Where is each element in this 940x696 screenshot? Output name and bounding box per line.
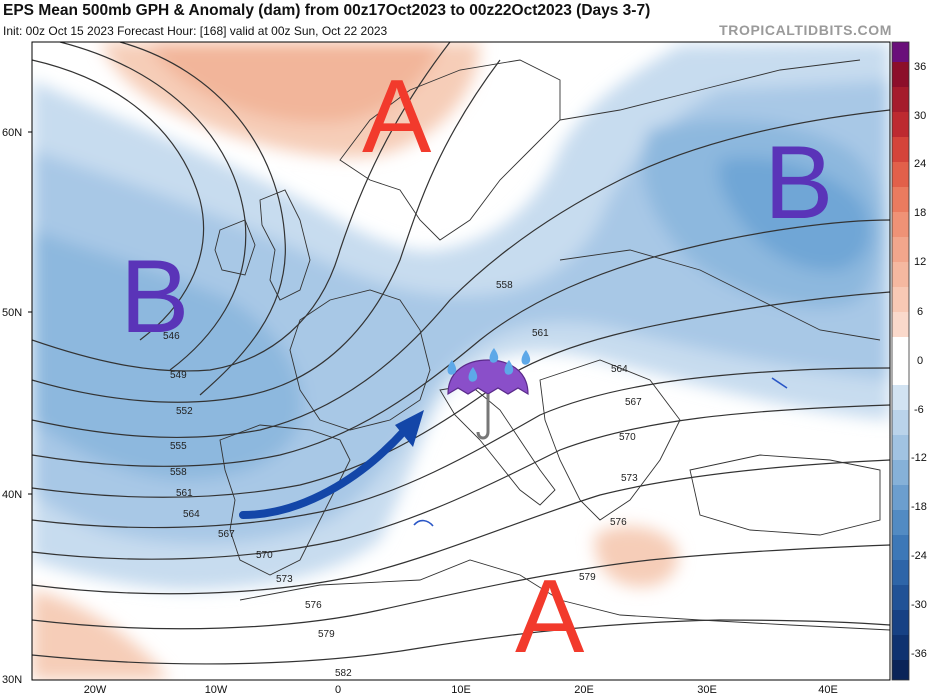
contour-label: 573: [621, 473, 638, 484]
lat-label: 50N: [2, 307, 22, 319]
colorbar-tick: 36: [914, 61, 926, 73]
lon-label: 40E: [818, 684, 838, 696]
colorbar-tick: 24: [914, 158, 926, 170]
contour-labels: 546 549 552 555 558 561 564 567 570 573 …: [163, 280, 642, 679]
height-contours: [32, 42, 890, 665]
contour-label: 579: [579, 572, 596, 583]
contour-label: 564: [183, 509, 200, 520]
high-pressure-label-north: A: [362, 59, 432, 175]
colorbar-tick: -18: [911, 501, 927, 513]
colorbar-tick: -6: [914, 404, 924, 416]
contour-label: 582: [335, 668, 352, 679]
lon-label: 20W: [84, 684, 107, 696]
anomaly-colorbar: [891, 41, 910, 681]
feature-squiggle: [771, 377, 788, 389]
colorbar-tick: 12: [914, 256, 926, 268]
contour-label: 546: [163, 331, 180, 342]
colorbar-tick: -36: [911, 648, 927, 660]
colorbar-tick: -12: [911, 452, 927, 464]
map-header: EPS Mean 500mb GPH & Anomaly (dam) from …: [0, 0, 940, 45]
contour-label: 570: [619, 432, 636, 443]
contour-label: 576: [610, 517, 627, 528]
map-subtitle: Init: 00z Oct 15 2023 Forecast Hour: [16…: [3, 24, 388, 38]
high-pressure-label-south: A: [515, 559, 585, 675]
contour-label: 558: [170, 467, 187, 478]
contour-label: 576: [305, 600, 322, 611]
contour-label: 549: [170, 370, 187, 381]
contour-label: 573: [276, 574, 293, 585]
colorbar-tick: 6: [917, 306, 923, 318]
lon-label: 10W: [205, 684, 228, 696]
colorbar-tick: -24: [911, 550, 927, 562]
colorbar-ticks: 36 30 24 18 12 6 0 -6 -12 -18 -24 -30 -3…: [911, 61, 927, 660]
contour-label: 555: [170, 441, 187, 452]
lon-label: 30E: [697, 684, 717, 696]
lat-label: 60N: [2, 127, 22, 139]
contour-label: 564: [611, 364, 628, 375]
lon-label: 10E: [451, 684, 471, 696]
contour-label: 561: [176, 488, 193, 499]
contour-label: 561: [532, 328, 549, 339]
contour-label: 567: [625, 397, 642, 408]
latitude-labels: 60N 50N 40N 30N: [2, 127, 32, 686]
lon-label: 20E: [574, 684, 594, 696]
lat-label: 40N: [2, 489, 22, 501]
low-pressure-label-west: B: [120, 239, 189, 355]
colorbar-tick: -30: [911, 599, 927, 611]
colorbar-tick: 0: [917, 355, 923, 367]
feature-squiggle: [413, 519, 434, 527]
contour-label: 579: [318, 629, 335, 640]
curved-arrow-icon: [239, 410, 424, 519]
lat-label: 30N: [2, 674, 22, 686]
coastlines: [214, 59, 890, 631]
brand-watermark: TROPICALTIDBITS.COM: [719, 22, 892, 38]
colorbar-tick: 18: [914, 207, 926, 219]
map-title: EPS Mean 500mb GPH & Anomaly (dam) from …: [3, 2, 651, 19]
contour-label: 552: [176, 406, 193, 417]
umbrella-rain-icon: [447, 348, 531, 440]
contour-label: 570: [256, 550, 273, 561]
low-pressure-label-east: B: [764, 125, 833, 241]
colorbar-tick: 30: [914, 110, 926, 122]
map-border: [31, 41, 891, 681]
map-area: 546 549 552 555 558 561 564 567 570 573 …: [32, 42, 890, 680]
contour-label: 567: [218, 529, 235, 540]
contour-label: 558: [496, 280, 513, 291]
lon-label: 0: [335, 684, 341, 696]
anomaly-shading: [32, 42, 890, 680]
longitude-labels: 20W 10W 0 10E 20E 30E 40E: [84, 684, 838, 696]
